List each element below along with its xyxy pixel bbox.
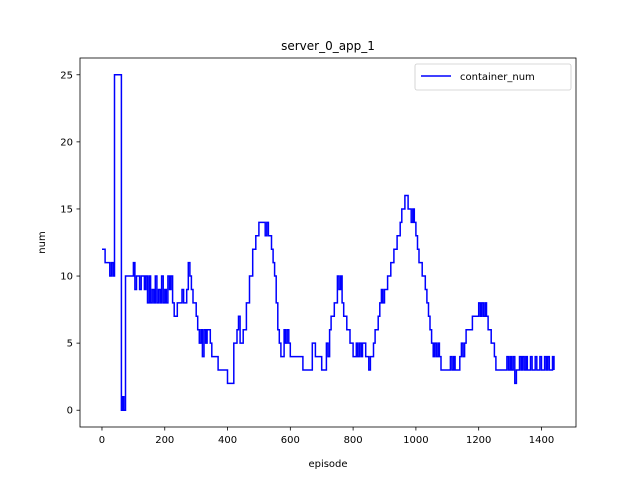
x-tick-label: 1400 [529, 435, 554, 446]
chart-title: server_0_app_1 [281, 39, 375, 53]
y-axis-ticks: 0 5 10 15 20 25 [60, 70, 80, 417]
x-tick-label: 1000 [403, 435, 428, 446]
legend-box [414, 63, 572, 91]
x-tick-label: 800 [344, 435, 363, 446]
y-tick-label: 15 [60, 204, 73, 215]
y-tick-label: 0 [67, 406, 73, 417]
y-axis-label: num [37, 231, 48, 253]
x-tick-label: 200 [155, 435, 174, 446]
x-tick-label: 0 [99, 435, 105, 446]
x-tick-label: 400 [218, 435, 237, 446]
legend: container_num [414, 63, 572, 91]
series-line-container-num [102, 74, 555, 411]
plot-frame [79, 57, 577, 428]
plot-area [80, 58, 576, 427]
legend-label-container-num: container_num [460, 72, 535, 83]
x-axis-label: episode [308, 459, 347, 470]
x-tick-label: 1200 [466, 435, 491, 446]
y-tick-label: 10 [60, 272, 73, 283]
y-tick-label: 5 [67, 339, 73, 350]
y-tick-label: 20 [60, 137, 73, 148]
x-axis-ticks: 0 200 400 600 800 1000 1200 1400 [99, 427, 554, 446]
y-tick-label: 25 [60, 70, 73, 81]
x-tick-label: 600 [281, 435, 300, 446]
